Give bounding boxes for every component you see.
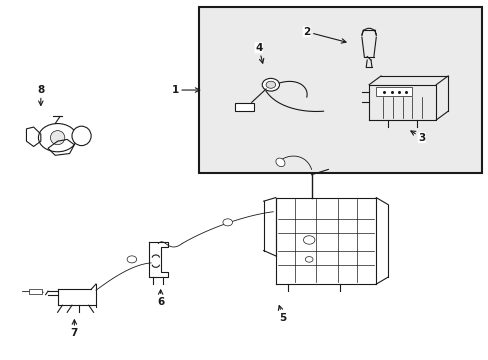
Ellipse shape xyxy=(72,126,91,145)
Text: 1: 1 xyxy=(171,85,199,95)
Text: 7: 7 xyxy=(71,320,78,338)
Circle shape xyxy=(223,219,232,226)
Circle shape xyxy=(39,123,77,152)
Bar xyxy=(199,7,481,173)
Text: 4: 4 xyxy=(255,43,263,63)
Ellipse shape xyxy=(275,158,285,167)
Text: 5: 5 xyxy=(278,306,286,323)
Bar xyxy=(234,103,254,111)
Circle shape xyxy=(303,236,314,244)
Text: 6: 6 xyxy=(157,290,164,307)
Bar xyxy=(375,87,411,96)
Ellipse shape xyxy=(50,131,65,145)
Text: 3: 3 xyxy=(410,131,425,143)
Circle shape xyxy=(262,78,279,91)
Circle shape xyxy=(305,257,312,262)
Circle shape xyxy=(265,81,275,88)
Text: 8: 8 xyxy=(37,85,44,105)
Bar xyxy=(29,289,42,294)
Circle shape xyxy=(127,256,137,263)
Text: 2: 2 xyxy=(303,27,346,43)
